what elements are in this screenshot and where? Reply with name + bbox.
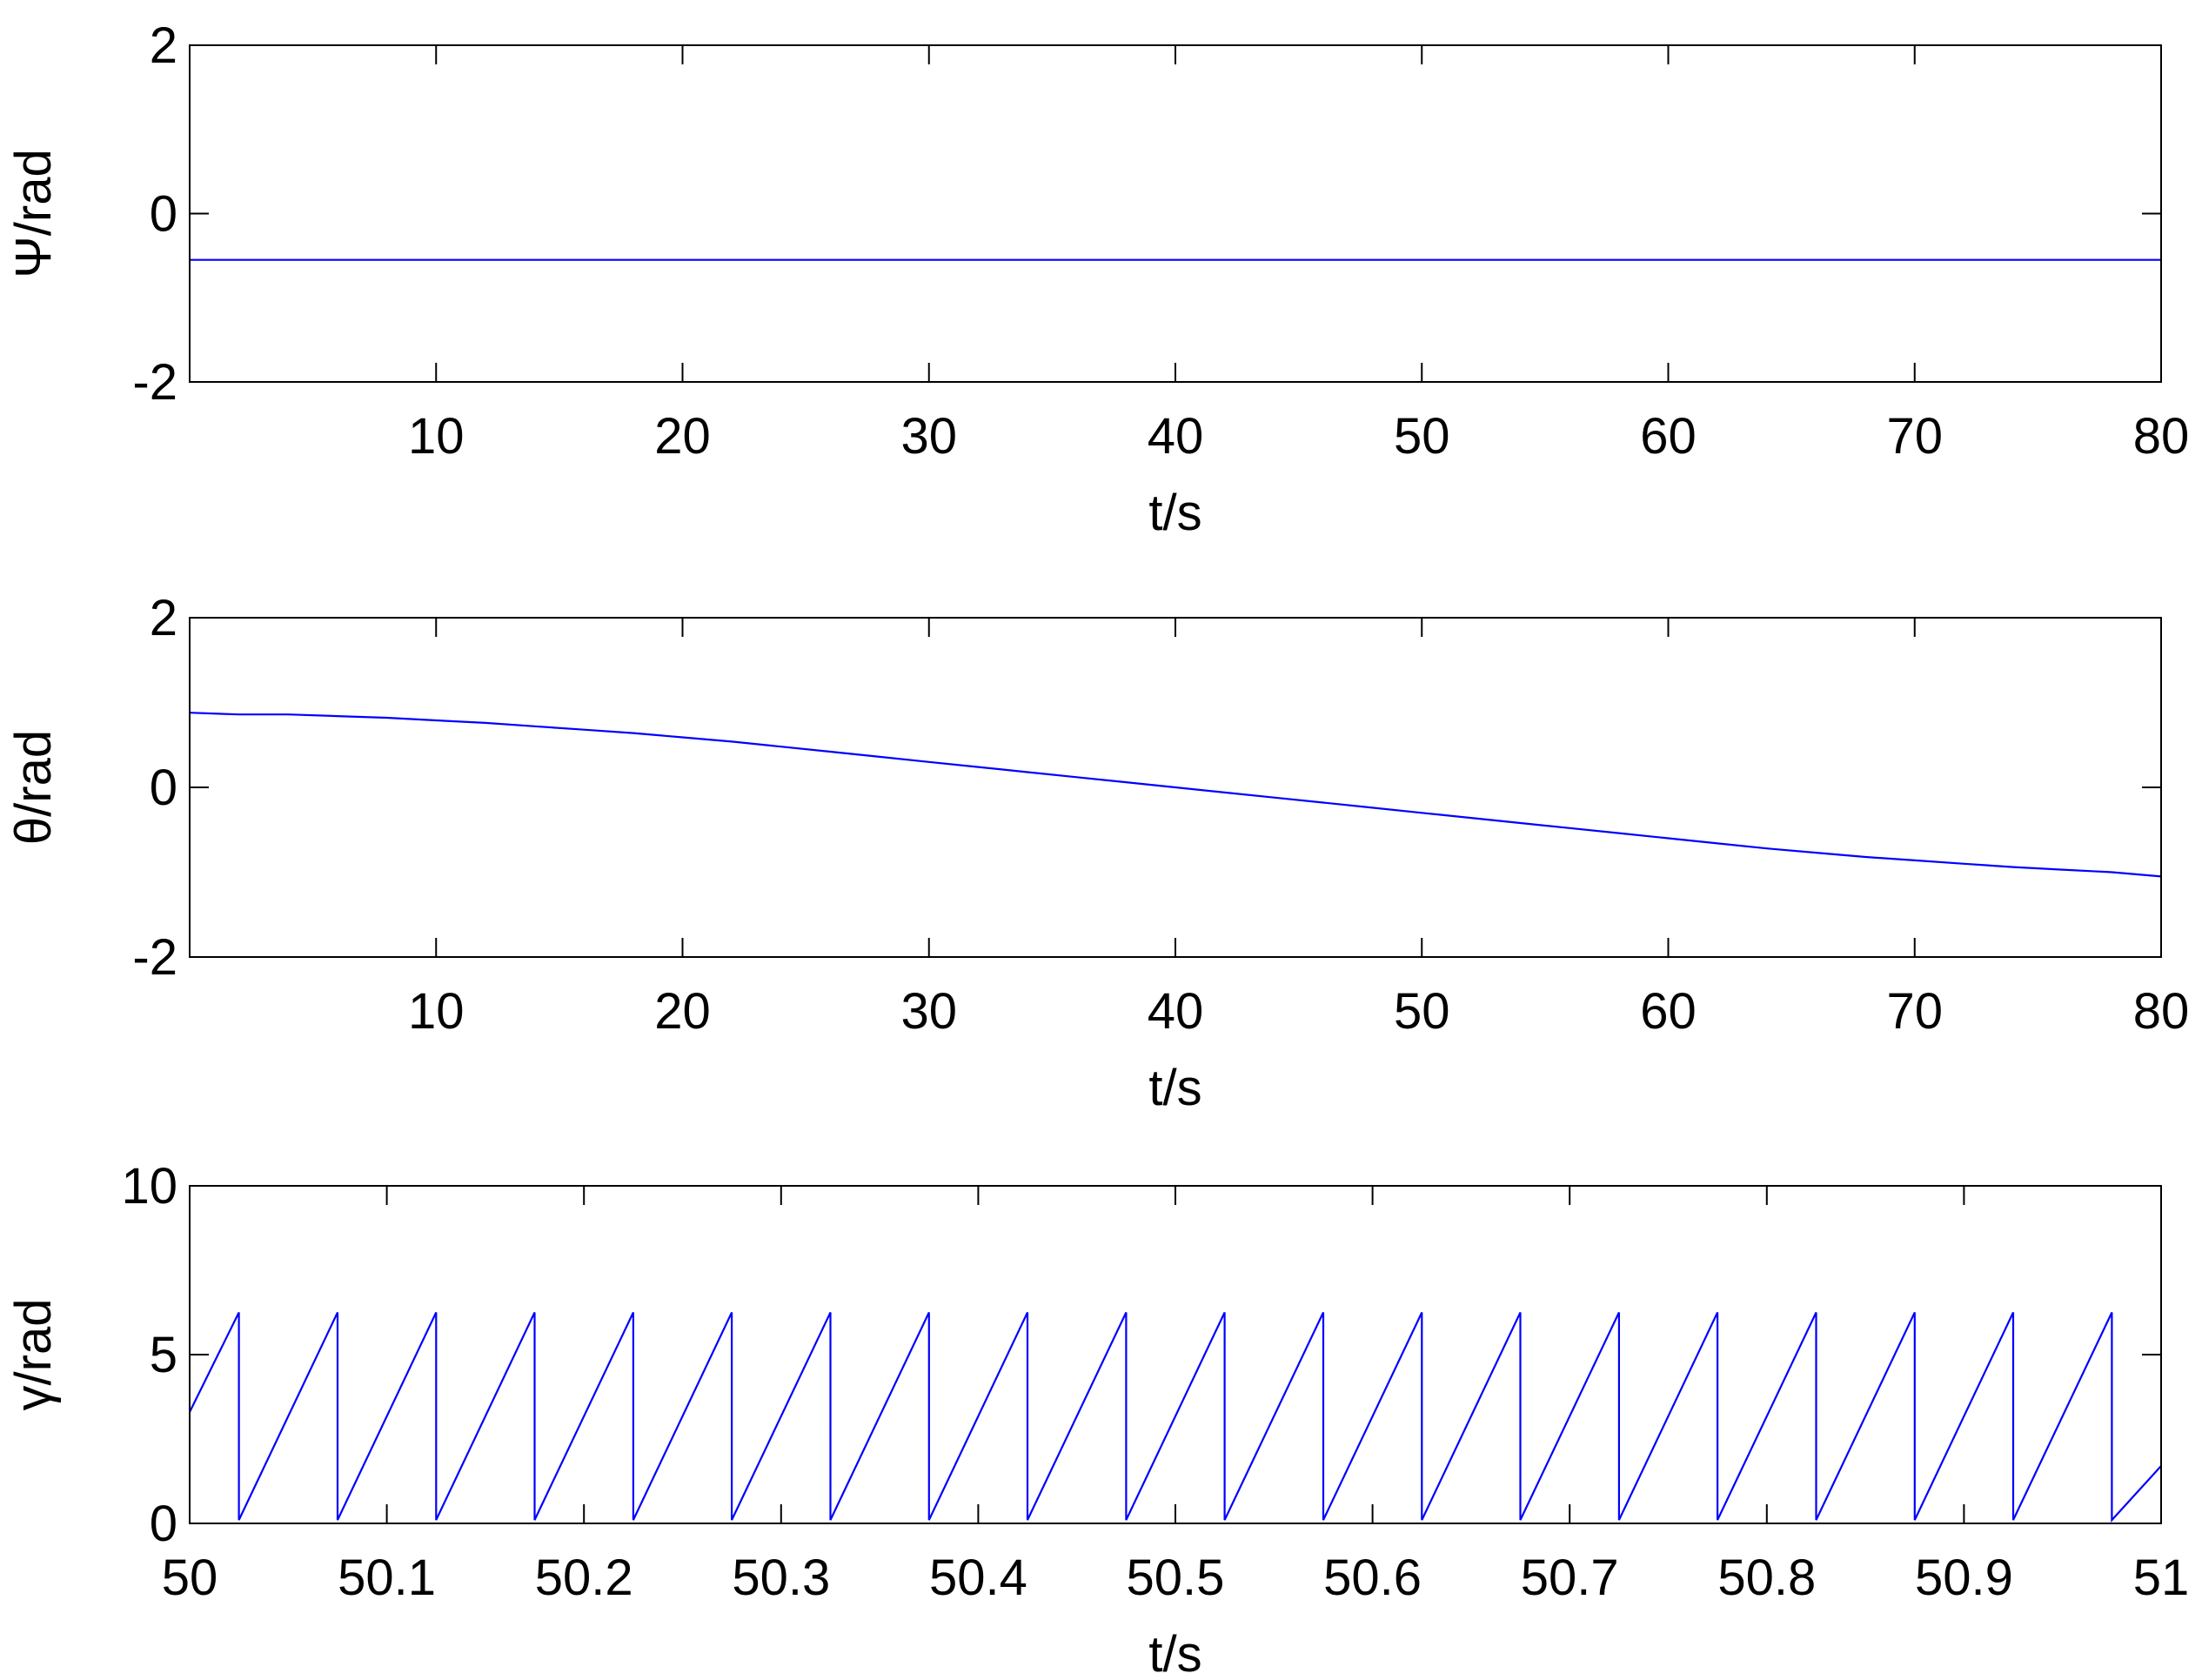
y-axis-unit: /rad [5,730,62,817]
y-axis-label: γ/rad [5,1299,62,1411]
x-tick-label: 50.8 [1717,1549,1816,1606]
x-tick-label: 50.7 [1521,1549,1619,1606]
x-tick-label: 50.3 [732,1549,830,1606]
y-tick-label: 0 [150,1496,177,1552]
y-tick-label: 2 [150,17,177,74]
x-tick-label: 80 [2133,408,2190,465]
x-tick-label: 20 [654,408,711,465]
x-tick-label: 60 [1640,983,1697,1040]
x-tick-label: 30 [900,408,957,465]
x-axis-label: t/s [1148,1060,1201,1116]
x-tick-label: 70 [1886,983,1943,1040]
subplot-3: 50 50.1 50.2 50.3 50.4 50.5 50.6 50.7 50.8 50.9 51… [5,1158,2189,1680]
y-axis-unit: /rad [5,1299,62,1386]
series-line-1 [190,1312,2161,1523]
x-axis-label: t/s [1148,1626,1201,1680]
x-tick-label: 50.6 [1323,1549,1422,1606]
y-axis-symbol: θ [5,817,62,845]
y-axis-label: θ/rad [5,730,62,845]
y-tick-label: 0 [150,186,177,243]
x-tick-label: 60 [1640,408,1697,465]
y-tick-label: 5 [150,1327,177,1383]
y-axis-label: Ψ/rad [5,149,62,278]
y-tick-label: 2 [150,590,177,646]
axes-box [189,44,2162,383]
x-tick-label: 50 [162,1549,218,1606]
x-tick-label: 30 [900,983,957,1040]
series-line-1 [190,712,2161,878]
x-tick-label: 10 [408,983,465,1040]
x-tick-label: 50.5 [1127,1549,1225,1606]
x-tick-label: 50.1 [338,1549,436,1606]
y-axis-unit: /rad [5,149,62,236]
x-tick-label: 51 [2133,1549,2190,1606]
x-tick-label: 70 [1886,408,1943,465]
y-tick-label: 0 [150,760,177,816]
y-tick-label: -2 [132,354,177,411]
x-tick-label: 50.9 [1915,1549,2013,1606]
y-axis-symbol: Ψ [5,236,62,278]
x-tick-label: 50.2 [535,1549,633,1606]
x-tick-label: 10 [408,408,465,465]
y-tick-label: 10 [121,1158,177,1215]
x-tick-label: 50 [1394,408,1450,465]
y-axis-symbol: γ [5,1385,62,1410]
x-tick-label: 80 [2133,983,2190,1040]
x-tick-label: 50 [1394,983,1450,1040]
subplot-2: 10 20 30 40 50 60 70 80 -2 0 2 t/s θ/rad [5,590,2189,1116]
x-tick-label: 40 [1148,983,1204,1040]
x-tick-label: 40 [1148,408,1204,465]
y-tick-label: -2 [132,929,177,986]
x-tick-label: 50.4 [929,1549,1027,1606]
subplot-1: 10 20 30 40 50 60 70 80 -2 0 2 t/s Ψ/rad [5,17,2189,541]
axes-box [189,1185,2162,1524]
x-tick-label: 20 [654,983,711,1040]
x-axis-label: t/s [1148,485,1201,541]
